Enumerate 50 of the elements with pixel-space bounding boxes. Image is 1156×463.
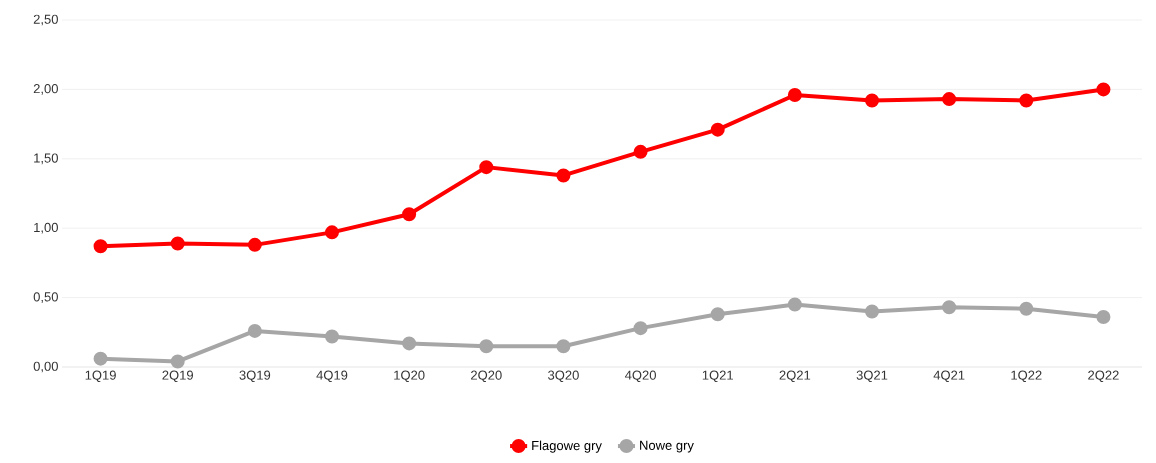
point (865, 93, 879, 108)
x-tick-label: 3Q21 (856, 370, 888, 383)
x-tick-label: 4Q21 (933, 370, 965, 383)
point (93, 351, 108, 366)
x-tick-label: 1Q22 (1011, 370, 1042, 383)
x-tick-label: 1Q21 (702, 370, 733, 383)
y-tick-label: 2,50 (33, 14, 58, 26)
point (402, 336, 417, 351)
x-tick-label: 2Q20 (471, 370, 502, 383)
point (710, 122, 725, 137)
point (325, 329, 339, 344)
y-tick-label: 0,50 (33, 292, 58, 303)
point (1096, 82, 1111, 97)
point (787, 87, 802, 102)
x-tick-label: 3Q20 (548, 370, 579, 383)
point (633, 144, 648, 159)
x-tick-label: 1Q20 (394, 370, 425, 383)
x-tick-label: 1Q19 (85, 370, 116, 383)
point (633, 321, 648, 336)
point (402, 207, 417, 222)
point (556, 339, 571, 354)
point (93, 239, 108, 254)
legend-label: Nowe gry (640, 440, 694, 453)
point (479, 339, 494, 354)
y-tick-label: 2,00 (33, 84, 58, 95)
point (479, 160, 494, 175)
point (1019, 93, 1034, 108)
point (1019, 301, 1034, 316)
point (787, 297, 802, 312)
point (865, 304, 879, 319)
y-tick-label: 0,00 (33, 361, 58, 373)
y-tick-label: 1,00 (34, 222, 58, 234)
x-tick-label: 2Q19 (162, 370, 193, 383)
point (247, 237, 262, 252)
point (170, 236, 185, 251)
x-tick-label: 4Q20 (624, 370, 656, 383)
legend-label: Flagowe gry (532, 440, 602, 453)
x-tick-label: 2Q21 (779, 370, 811, 383)
x-tick-label: 3Q19 (239, 370, 271, 383)
y-tick-label: 1,50 (34, 153, 58, 165)
point (247, 323, 262, 338)
point (170, 354, 185, 369)
point (325, 225, 339, 240)
point (1096, 310, 1111, 325)
x-tick-label: 4Q19 (316, 370, 348, 383)
point (710, 307, 725, 322)
point (942, 92, 957, 107)
point (556, 168, 571, 183)
x-tick-label: 2Q22 (1088, 370, 1119, 383)
point (942, 300, 957, 315)
